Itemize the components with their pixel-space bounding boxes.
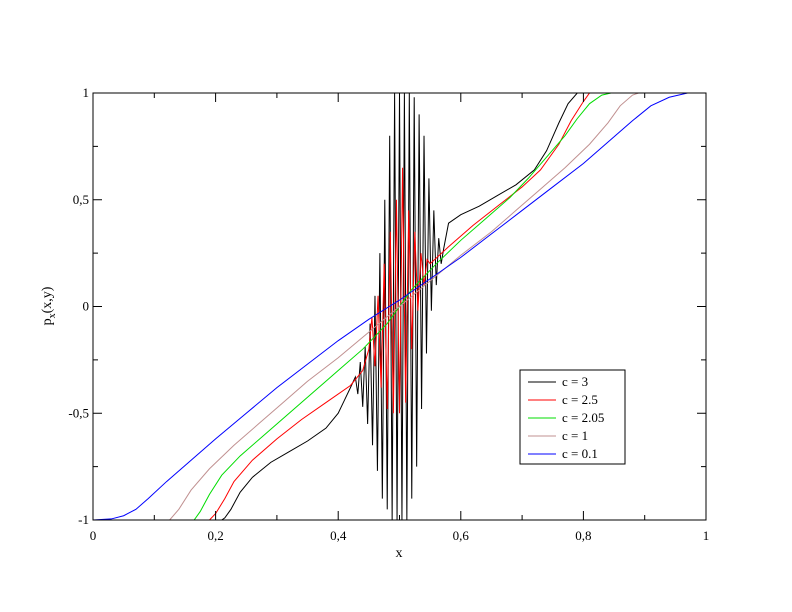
series-line-1 — [209, 93, 590, 520]
x-tick-label: 0,2 — [207, 528, 223, 543]
series-line-3 — [178, 93, 621, 520]
series-layer — [93, 93, 694, 520]
y-tick-label: 0,5 — [73, 192, 89, 207]
legend-label-3: c = 2.05 — [562, 410, 604, 425]
y-tick-label: 0 — [83, 299, 90, 314]
y-axis-label-subscript: x — [47, 313, 58, 318]
x-tick-label: 0,8 — [575, 528, 591, 543]
y-axis-ticks: -1 -0,5 0 0,5 1 — [68, 85, 706, 527]
legend-items: c = 3 c = 2.5 c = 2.05 c = 1 c = 0.1 — [528, 374, 604, 461]
legend: c = 3 c = 2.5 c = 2.05 c = 1 c = 0.1 — [519, 369, 626, 465]
legend-label-4: c = 1 — [562, 428, 588, 443]
y-axis-label-tail: (x,y) — [40, 286, 55, 313]
x-tick-label: 0,6 — [453, 528, 470, 543]
y-tick-label: -0,5 — [68, 405, 89, 420]
y-axis-label: px(x,y) — [40, 286, 58, 325]
y-tick-label: 1 — [83, 85, 90, 100]
legend-label-1: c = 3 — [562, 374, 588, 389]
x-tick-label: 1 — [703, 528, 710, 543]
y-tick-label: -1 — [78, 512, 89, 527]
legend-label-5: c = 0.1 — [562, 446, 598, 461]
x-axis-ticks: 0 0,2 0,4 0,6 0,8 1 — [90, 93, 710, 543]
legend-box — [519, 369, 626, 465]
legend-label-2: c = 2.5 — [562, 392, 598, 407]
series-line-4 — [154, 93, 645, 520]
y-axis-label-main: p — [40, 318, 55, 325]
x-tick-label: 0 — [90, 528, 97, 543]
x-tick-label: 0,4 — [330, 528, 347, 543]
series-line-2 — [197, 93, 602, 520]
series-line-5 — [93, 93, 694, 520]
x-axis-label: x — [396, 546, 403, 561]
